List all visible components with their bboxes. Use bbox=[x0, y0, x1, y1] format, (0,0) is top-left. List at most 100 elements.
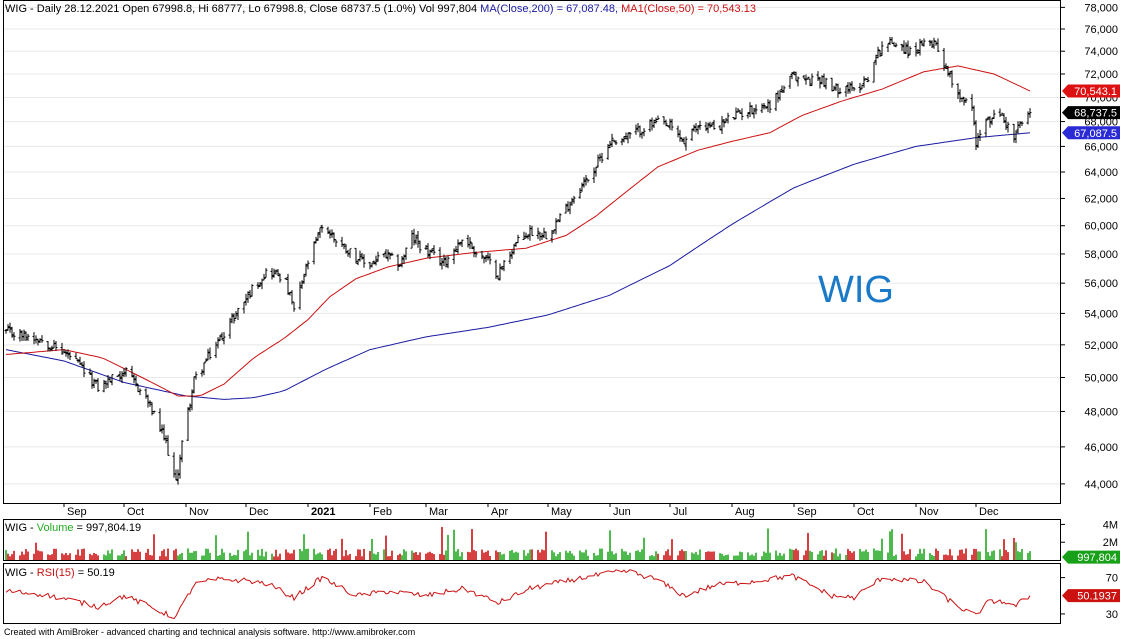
volume-bar bbox=[893, 555, 895, 560]
volume-bar bbox=[397, 555, 399, 560]
volume-bar bbox=[475, 551, 477, 560]
close-value-badge: 68,737.5 bbox=[1062, 106, 1120, 120]
volume-bar bbox=[905, 554, 907, 560]
rsi-header-prefix: WIG - bbox=[5, 567, 37, 579]
volume-bar bbox=[11, 554, 13, 560]
price-bar bbox=[634, 124, 638, 135]
price-bar bbox=[946, 65, 950, 77]
price-bar bbox=[302, 273, 306, 284]
price-bar bbox=[580, 182, 584, 192]
price-bar bbox=[284, 277, 288, 280]
price-bar bbox=[220, 332, 224, 341]
price-bar bbox=[396, 254, 400, 271]
price-bar bbox=[360, 252, 364, 260]
volume-bar bbox=[27, 551, 29, 560]
price-bar bbox=[530, 225, 534, 237]
x-tick-label: Apr bbox=[491, 506, 508, 518]
volume-bar bbox=[447, 534, 449, 560]
price-bar bbox=[866, 76, 870, 83]
svg-text:67,087.5: 67,087.5 bbox=[1074, 128, 1117, 140]
price-bar bbox=[610, 133, 614, 148]
volume-bar bbox=[769, 552, 771, 560]
volume-bar bbox=[901, 533, 903, 560]
volume-bar bbox=[215, 535, 217, 560]
price-bar bbox=[990, 117, 994, 126]
price-bar bbox=[606, 144, 610, 160]
rsi-tick-label: 70 bbox=[1106, 573, 1118, 585]
price-bar bbox=[452, 248, 456, 265]
price-bar bbox=[950, 70, 954, 88]
price-bar bbox=[8, 322, 12, 333]
volume-bar bbox=[765, 552, 767, 560]
volume-bar bbox=[49, 555, 51, 560]
volume-bar bbox=[193, 551, 195, 560]
volume-bar bbox=[779, 552, 781, 560]
volume-bar bbox=[481, 549, 483, 560]
volume-bar bbox=[553, 552, 555, 560]
price-bar bbox=[930, 40, 934, 49]
volume-bar bbox=[471, 529, 473, 560]
price-bar bbox=[88, 368, 92, 375]
price-bar bbox=[236, 307, 240, 321]
volume-bar bbox=[265, 551, 267, 560]
price-bar bbox=[818, 76, 822, 89]
volume-bar bbox=[961, 549, 963, 560]
price-bar bbox=[992, 109, 996, 119]
volume-bar bbox=[331, 555, 333, 560]
price-bar bbox=[666, 125, 670, 127]
volume-bar bbox=[593, 552, 595, 560]
price-bar bbox=[470, 242, 474, 250]
volume-bar bbox=[587, 555, 589, 560]
volume-bar bbox=[177, 555, 179, 560]
volume-bar bbox=[915, 556, 917, 560]
volume-bar bbox=[839, 553, 841, 560]
volume-bar bbox=[89, 553, 91, 560]
volume-bar bbox=[391, 550, 393, 560]
volume-bar bbox=[377, 552, 379, 560]
price-bar bbox=[902, 40, 906, 54]
price-bar bbox=[976, 133, 980, 149]
price-tick-label: 78,000 bbox=[1084, 2, 1118, 14]
price-tick-label: 52,000 bbox=[1084, 340, 1118, 352]
volume-bar bbox=[317, 553, 319, 560]
price-bar bbox=[1000, 112, 1004, 116]
svg-text:68,737.5: 68,737.5 bbox=[1074, 108, 1117, 120]
price-bar bbox=[862, 76, 866, 88]
price-bar bbox=[328, 229, 332, 239]
price-bar bbox=[438, 247, 442, 266]
volume-bar bbox=[607, 551, 609, 560]
volume-bar bbox=[971, 554, 973, 560]
price-bar bbox=[720, 116, 724, 134]
volume-bar bbox=[431, 553, 433, 560]
price-bar bbox=[920, 40, 924, 46]
volume-bar bbox=[933, 555, 935, 560]
volume-bar bbox=[509, 550, 511, 560]
price-bar bbox=[1028, 108, 1032, 118]
price-bar bbox=[68, 351, 72, 360]
volume-bar bbox=[373, 553, 375, 560]
volume-bar bbox=[39, 551, 41, 560]
volume-bar bbox=[219, 555, 221, 560]
volume-bar bbox=[873, 548, 875, 560]
price-bar bbox=[918, 38, 922, 56]
price-bar bbox=[382, 253, 386, 258]
price-tick-label: 50,000 bbox=[1084, 372, 1118, 384]
volume-bar bbox=[559, 552, 561, 560]
volume-bar bbox=[599, 548, 601, 560]
price-bar bbox=[956, 83, 960, 99]
price-bar bbox=[802, 74, 806, 80]
price-bar bbox=[304, 263, 308, 277]
price-bar bbox=[110, 374, 114, 386]
price-bar bbox=[838, 87, 842, 95]
volume-bar bbox=[727, 554, 729, 560]
volume-bar bbox=[263, 556, 265, 560]
volume-bar bbox=[161, 550, 163, 560]
volume-bar bbox=[601, 548, 603, 560]
volume-bar bbox=[117, 555, 119, 560]
volume-bar bbox=[917, 553, 919, 560]
volume-bar bbox=[597, 555, 599, 560]
volume-bar bbox=[111, 549, 113, 560]
volume-bar bbox=[809, 550, 811, 560]
volume-bar bbox=[189, 552, 191, 560]
